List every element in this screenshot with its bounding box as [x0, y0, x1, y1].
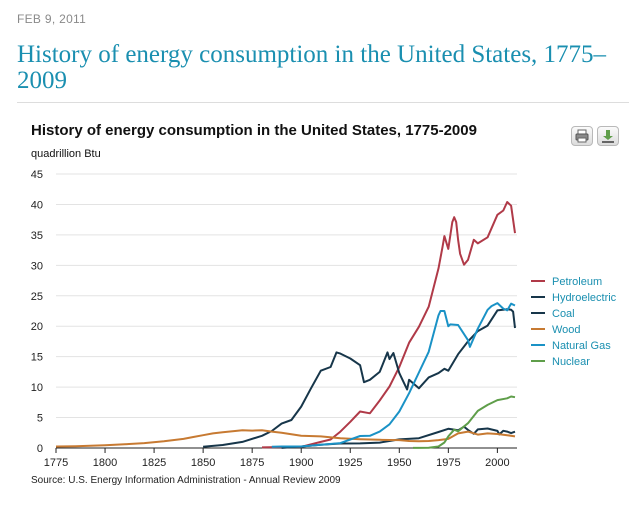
y-tick-label: 15 — [31, 352, 43, 364]
x-tick-label: 1925 — [338, 457, 362, 469]
x-tick-label: 1875 — [240, 457, 264, 469]
y-tick-label: 10 — [31, 382, 43, 394]
x-tick-label: 1825 — [142, 457, 166, 469]
x-tick-label: 1950 — [387, 457, 411, 469]
download-button[interactable] — [597, 126, 619, 146]
series-line-natural-gas — [271, 302, 516, 448]
y-tick-label: 30 — [31, 260, 43, 272]
legend-item-label: Petroleum — [552, 276, 602, 288]
y-tick-label: 20 — [31, 321, 43, 333]
series-line-wood — [55, 429, 516, 448]
y-axis-unit-label: quadrillion Btu — [31, 148, 101, 160]
x-tick-label: 1900 — [289, 457, 313, 469]
x-tick-label: 1775 — [44, 457, 68, 469]
print-button[interactable] — [571, 126, 593, 146]
y-tick-label: 35 — [31, 230, 43, 242]
series-line-petroleum — [261, 201, 516, 449]
legend-item-label: Nuclear — [552, 356, 590, 368]
page-title: History of energy consumption in the Uni… — [17, 41, 607, 94]
chart-source: Source: U.S. Energy Information Administ… — [31, 475, 341, 486]
y-tick-label: 40 — [31, 199, 43, 211]
x-tick-label: 2000 — [485, 457, 509, 469]
legend-item-label: Wood — [552, 324, 581, 336]
x-tick-label: 1800 — [93, 457, 117, 469]
post-date: FEB 9, 2011 — [17, 12, 87, 26]
series-line-coal — [203, 308, 516, 448]
series-line-nuclear — [413, 395, 516, 449]
y-tick-label: 45 — [31, 169, 43, 181]
download-icon — [602, 130, 614, 143]
legend-item-label: Coal — [552, 308, 575, 320]
chart-title: History of energy consumption in the Uni… — [31, 122, 477, 139]
x-tick-label: 1850 — [191, 457, 215, 469]
y-tick-label: 0 — [37, 443, 43, 455]
legend-item-label: Natural Gas — [552, 340, 611, 352]
y-tick-label: 25 — [31, 291, 43, 303]
x-tick-label: 1975 — [436, 457, 460, 469]
legend-item-label: Hydroelectric — [552, 292, 617, 304]
y-tick-label: 5 — [37, 413, 43, 425]
printer-icon — [575, 129, 589, 143]
title-divider — [17, 102, 629, 103]
